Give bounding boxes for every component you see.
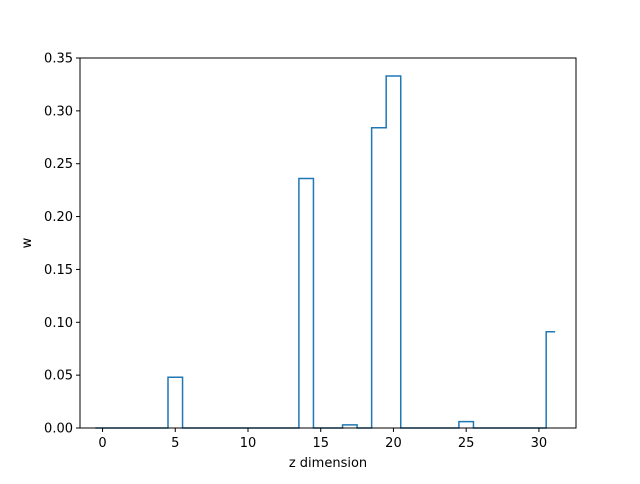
x-tick-label-0: 0 [98,436,106,451]
x-tick-label-5: 5 [171,436,179,451]
y-tick-label-0.00: 0.00 [44,422,73,437]
y-tick-label-0.05: 0.05 [44,369,73,384]
x-tick-label-20: 20 [385,436,402,451]
plot-area [80,58,576,428]
y-tick-label-0.10: 0.10 [44,316,73,331]
x-tick-label-15: 15 [312,436,329,451]
y-tick-label-0.25: 0.25 [44,157,73,172]
plot-frame [79,57,577,429]
x-tick-label-25: 25 [458,436,475,451]
y-tick-label-0.15: 0.15 [44,263,73,278]
y-axis: 0.00 0.05 0.10 0.15 0.20 0.25 0.30 0.35 [44,52,80,437]
x-tick-label-30: 30 [531,436,548,451]
y-tick-label-0.20: 0.20 [44,210,73,225]
x-tick-label-10: 10 [240,436,257,451]
y-tick-label-0.35: 0.35 [44,52,73,67]
y-axis-label: w [20,237,35,248]
y-tick-label-0.30: 0.30 [44,104,73,119]
histogram-step-line [95,75,556,429]
step-layer [95,75,556,429]
x-axis-label: z dimension [289,456,367,471]
x-axis: 0 5 10 15 20 25 30 [98,428,547,451]
